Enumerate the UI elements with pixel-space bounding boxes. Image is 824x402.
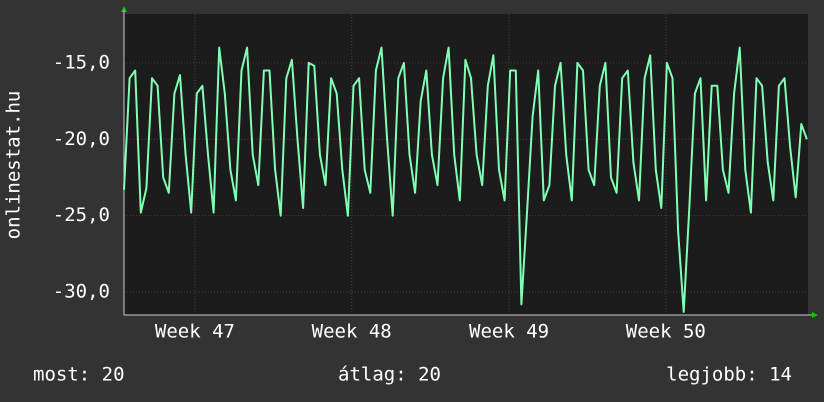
x-axis-arrow xyxy=(812,312,818,318)
data-line xyxy=(123,46,808,313)
y-axis-label: onlinestat.hu xyxy=(3,91,25,240)
footer-current: most: 20 xyxy=(33,364,125,386)
footer-average: átlag: 20 xyxy=(338,364,441,386)
x-tick-label: Week 49 xyxy=(469,321,549,343)
x-tick-label: Week 47 xyxy=(155,321,235,343)
y-tick-label: -30,0 xyxy=(53,281,110,303)
y-tick-label: -20,0 xyxy=(53,128,110,150)
y-tick-label: -25,0 xyxy=(53,204,110,226)
y-axis-arrow xyxy=(121,6,127,12)
x-tick-label: Week 50 xyxy=(626,321,706,343)
x-tick-label: Week 48 xyxy=(312,321,392,343)
y-tick-label: -15,0 xyxy=(53,51,110,73)
footer-best: legjobb: 14 xyxy=(666,364,792,386)
